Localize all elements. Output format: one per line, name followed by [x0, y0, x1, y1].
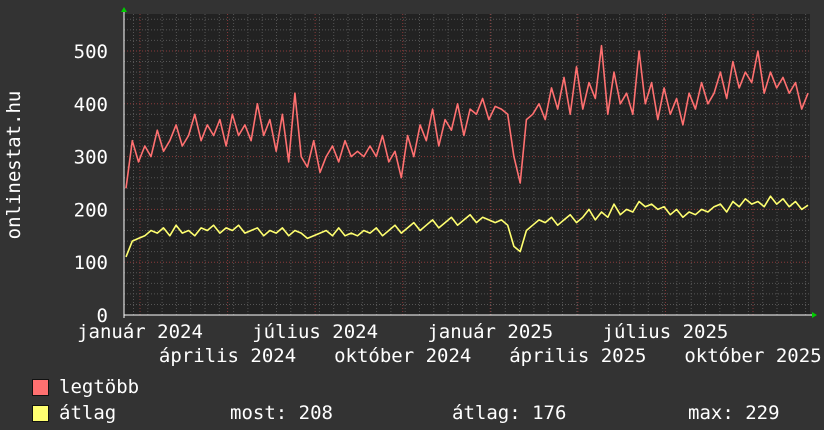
- y-tick-label: 400: [74, 94, 108, 116]
- y-tick-label: 0: [97, 305, 108, 327]
- series-line-0: [125, 44, 809, 189]
- stat-most: most: 208: [230, 402, 333, 424]
- y-axis-label: onlinestat.hu: [3, 91, 25, 240]
- legend-swatch-yellow: [32, 404, 49, 422]
- x-axis-arrow-icon: [812, 312, 817, 318]
- legend-item-atlag: átlag: [32, 402, 116, 424]
- x-tick-label: április 2025: [509, 345, 646, 367]
- x-tick-label: január 2025: [427, 321, 553, 343]
- y-tick-label: 300: [74, 147, 108, 169]
- y-axis-arrow-icon: [121, 7, 127, 12]
- x-tick-label: július 2024: [252, 321, 378, 343]
- legend-label: átlag: [59, 402, 117, 424]
- x-tick-label: október 2025: [684, 345, 821, 367]
- plot-area: [124, 14, 810, 315]
- legend-item-legtobb: legtöbb: [32, 376, 139, 398]
- series-line-1: [125, 195, 809, 258]
- y-tick-label: 200: [74, 199, 108, 221]
- stat-max: max: 229: [688, 402, 780, 424]
- y-tick-label: 100: [74, 252, 108, 274]
- legend-label: legtöbb: [59, 376, 140, 398]
- x-tick-label: január 2024: [77, 321, 203, 343]
- y-tick-label: 500: [74, 41, 108, 63]
- legend-swatch-red: [32, 378, 49, 396]
- x-tick-label: április 2024: [159, 345, 296, 367]
- x-tick-label: július 2025: [603, 321, 729, 343]
- x-tick-label: október 2024: [334, 345, 471, 367]
- stat-atlag: átlag: 176: [452, 402, 567, 424]
